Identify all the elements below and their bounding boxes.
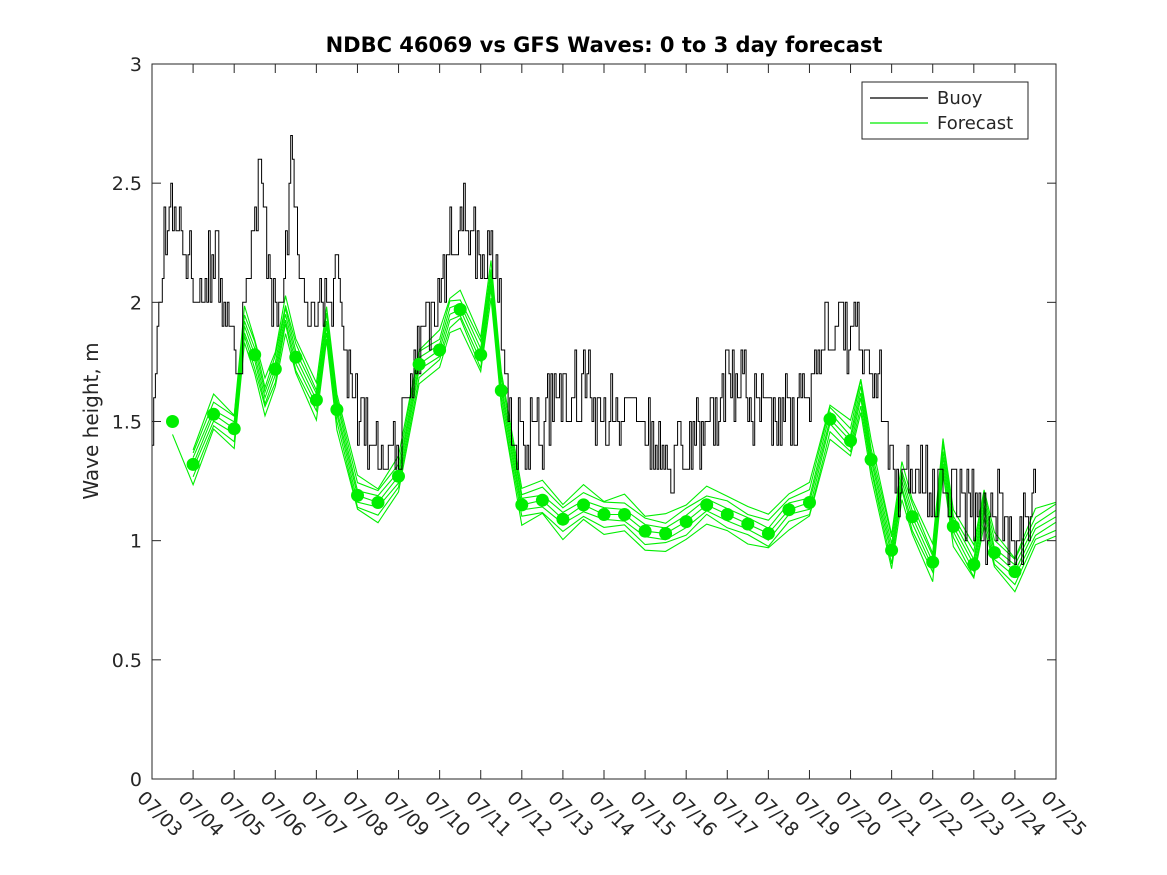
- forecast-point-2: [186, 457, 200, 471]
- series-layer: [152, 135, 1057, 593]
- y-axis-label: Wave height, m: [79, 342, 103, 499]
- forecast-point-16: [474, 348, 488, 362]
- y-tick-label: 1.5: [112, 412, 142, 434]
- forecast-point-1: [166, 415, 179, 428]
- y-tick-label: 2.5: [112, 173, 142, 195]
- forecast-point-31: [782, 503, 796, 517]
- y-tick-label: 0: [130, 769, 142, 791]
- forecast-point-24: [638, 524, 652, 538]
- forecast-point-5: [248, 348, 262, 362]
- forecast-point-39: [946, 519, 960, 533]
- y-tick-label: 0.5: [112, 650, 142, 672]
- legend-label-forecast: Forecast: [937, 113, 1013, 134]
- forecast-point-42: [1008, 565, 1022, 579]
- forecast-point-41: [987, 546, 1001, 560]
- forecast-point-8: [309, 393, 323, 407]
- forecast-run-line-5: [192, 272, 1057, 566]
- forecast-point-23: [618, 508, 631, 521]
- forecast-point-30: [761, 527, 775, 540]
- forecast-point-4: [227, 422, 241, 436]
- forecast-point-33: [823, 412, 837, 426]
- forecast-point-32: [803, 496, 816, 509]
- forecast-run-line-2: [192, 288, 1057, 586]
- forecast-point-14: [433, 343, 447, 357]
- forecast-point-27: [700, 498, 714, 512]
- forecast-point-35: [864, 453, 878, 467]
- y-tick-label: 2: [130, 292, 142, 314]
- chart-title: NDBC 46069 vs GFS Waves: 0 to 3 day fore…: [326, 33, 883, 57]
- forecast-point-3: [207, 407, 221, 421]
- legend: Buoy Forecast: [861, 81, 1029, 140]
- forecast-point-40: [967, 558, 981, 571]
- forecast-point-17: [494, 384, 508, 397]
- forecast-point-21: [577, 498, 590, 512]
- forecast-point-18: [515, 498, 529, 512]
- forecast-point-34: [844, 434, 857, 448]
- forecast-point-12: [392, 469, 405, 483]
- legend-label-buoy: Buoy: [937, 88, 983, 109]
- forecast-point-7: [289, 350, 303, 364]
- forecast-point-22: [597, 508, 611, 521]
- forecast-point-15: [453, 303, 467, 316]
- forecast-run-line-6: [192, 269, 1057, 561]
- forecast-point-10: [351, 488, 364, 502]
- forecast-point-11: [371, 496, 385, 509]
- forecast-point-36: [885, 543, 899, 557]
- forecast-point-25: [659, 527, 673, 540]
- forecast-point-29: [741, 517, 755, 531]
- forecast-run-line-1: [171, 298, 1057, 593]
- forecast-point-38: [926, 555, 940, 569]
- legend-box: [861, 81, 1029, 140]
- forecast-point-37: [905, 510, 919, 524]
- forecast-point-26: [679, 515, 693, 529]
- forecast-point-6: [268, 362, 282, 376]
- forecast-run-line-7: [192, 260, 1057, 560]
- forecast-point-20: [556, 512, 570, 526]
- forecast-point-13: [412, 357, 426, 371]
- y-tick-label: 3: [130, 54, 142, 76]
- y-tick-label: 1: [130, 531, 142, 553]
- forecast-point-28: [720, 508, 734, 521]
- forecast-point-19: [535, 493, 549, 507]
- buoy-line: [152, 135, 1036, 565]
- forecast-point-9: [330, 403, 344, 417]
